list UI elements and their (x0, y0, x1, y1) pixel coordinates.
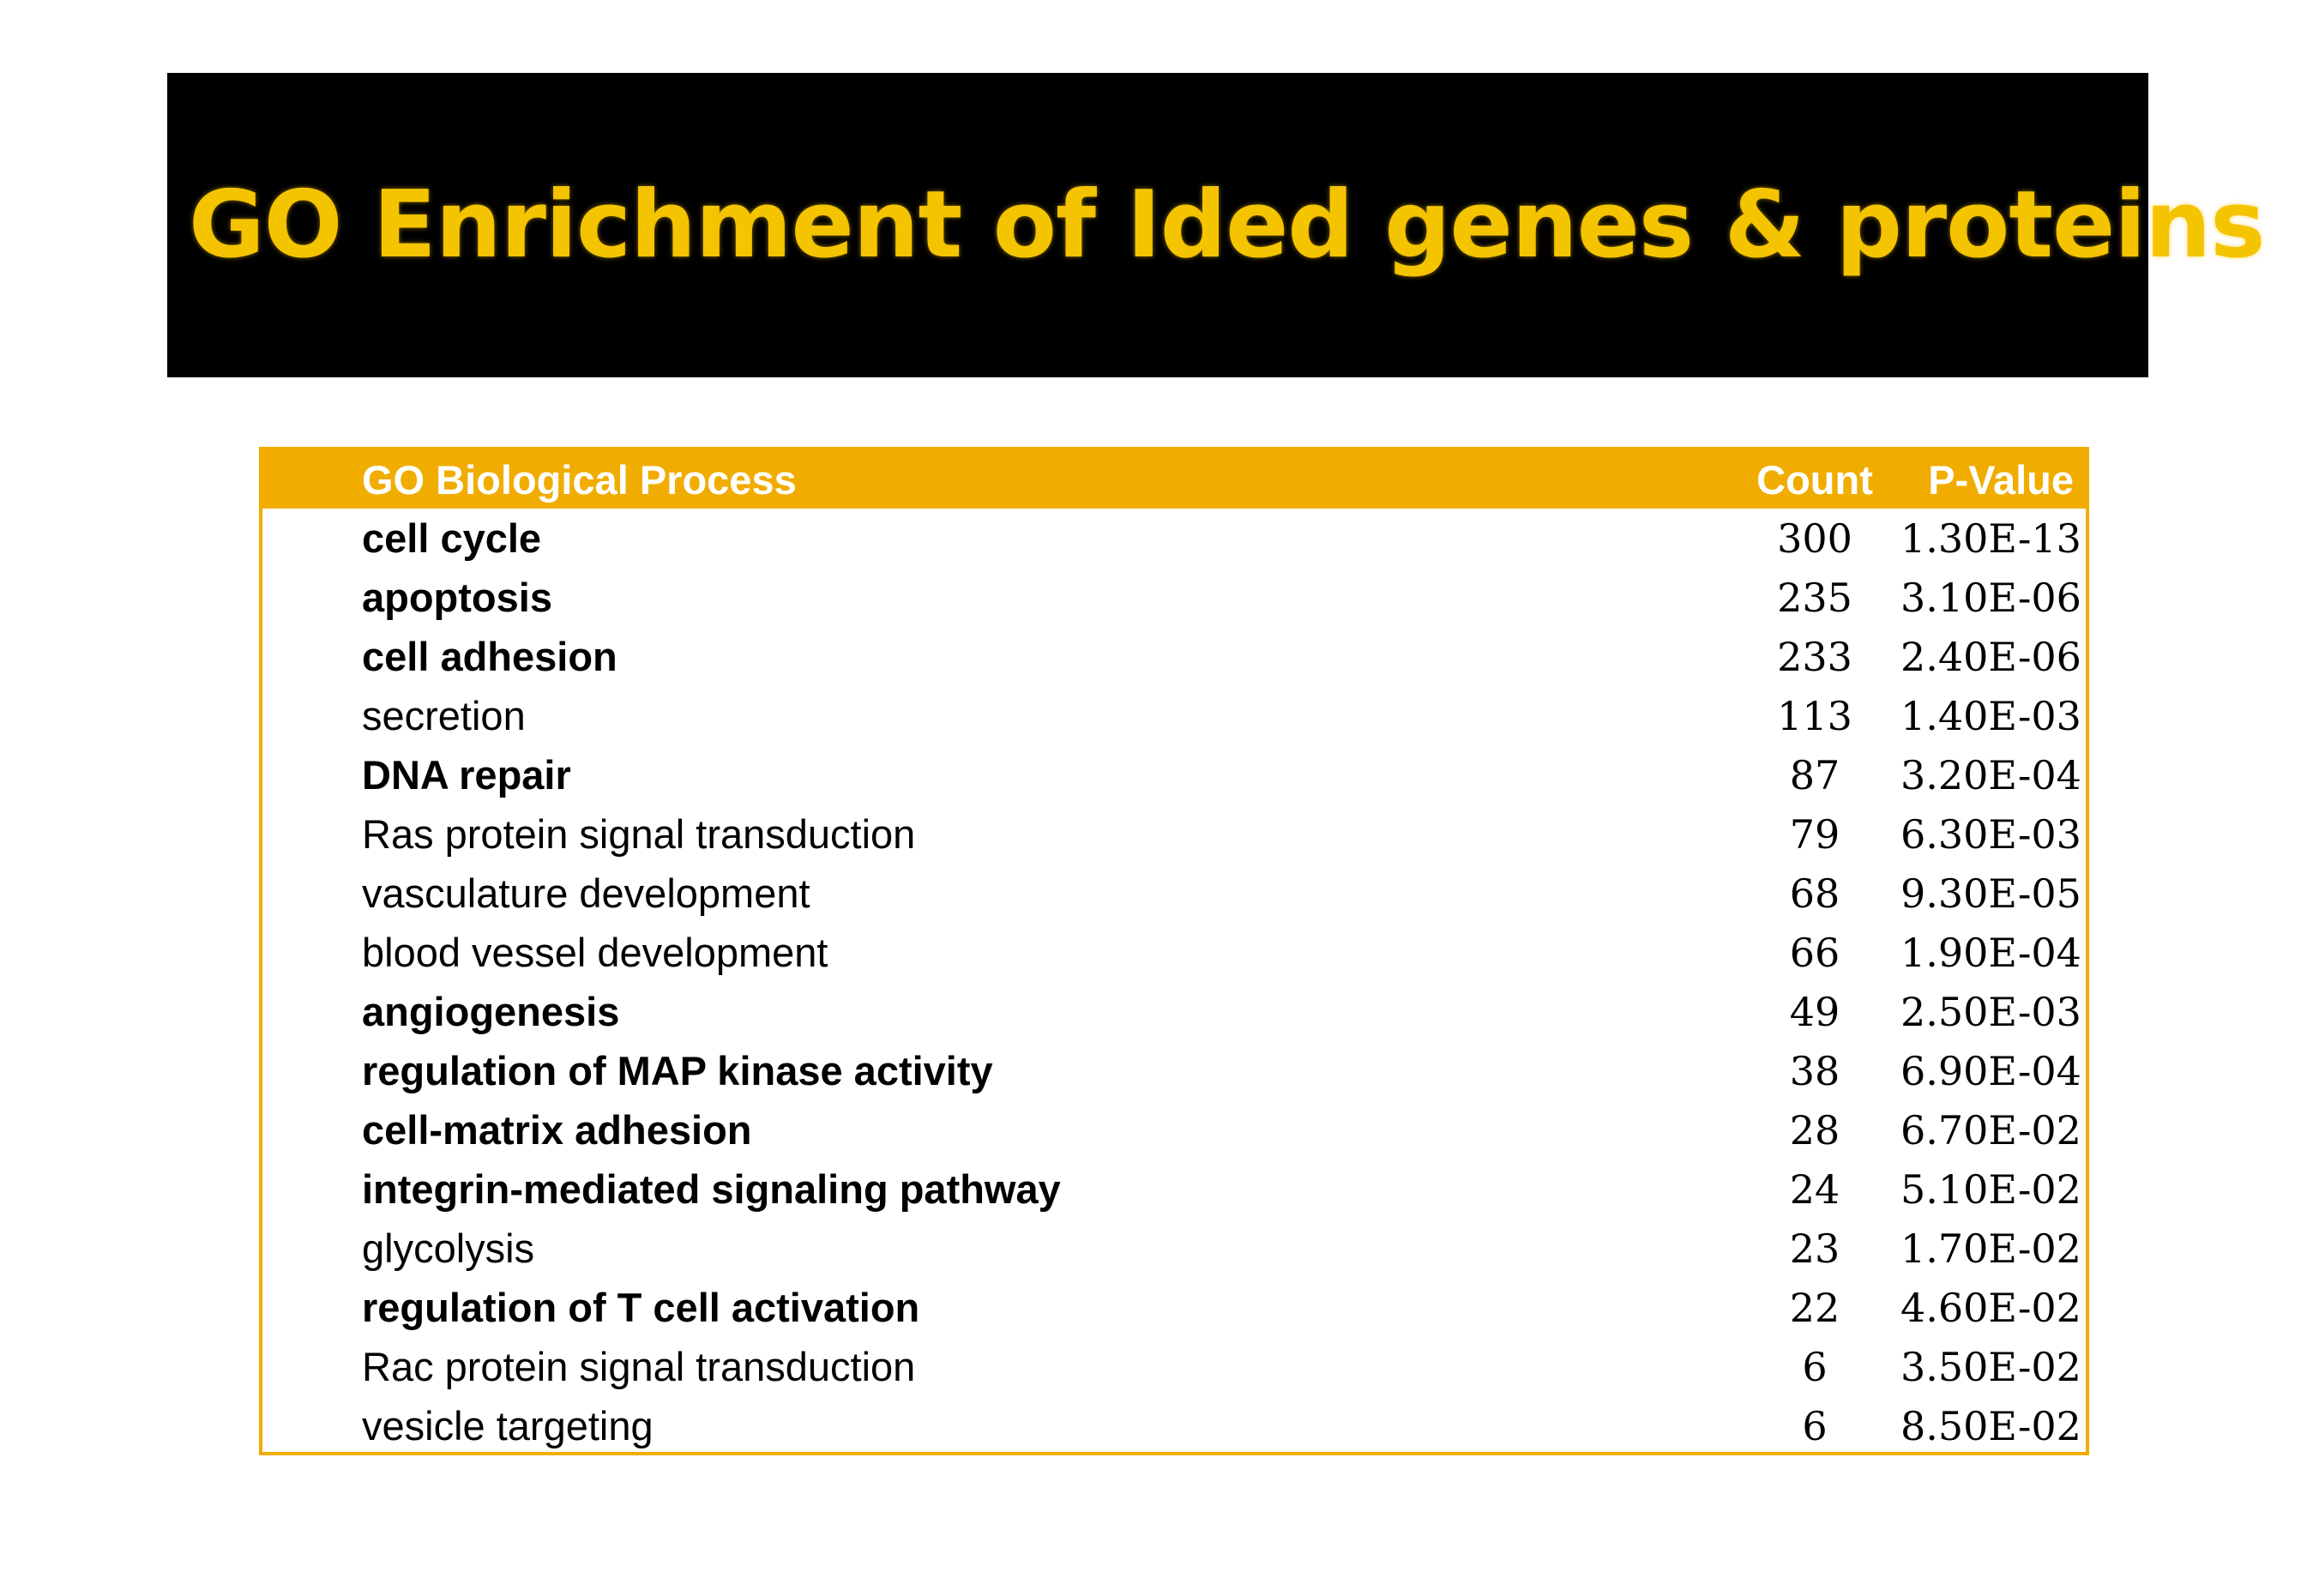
table-row: cell cycle 300 1.30E-13 (262, 509, 2086, 568)
pvalue-cell: 2.50E-03 (1900, 988, 2081, 1035)
table-row: blood vessel development 66 1.90E-04 (262, 923, 2086, 982)
pvalue-cell: 3.20E-04 (1900, 751, 2081, 798)
table-row: secretion 113 1.40E-03 (262, 686, 2086, 745)
go-table: GO Biological Process Count P-Value cell… (262, 450, 2086, 1455)
process-cell: cell cycle (362, 515, 542, 561)
count-cell: 87 (1789, 751, 1840, 798)
count-cell: 6 (1802, 1402, 1828, 1449)
count-cell: 68 (1789, 870, 1840, 917)
count-cell: 300 (1777, 515, 1852, 562)
process-cell: vesicle targeting (362, 1403, 654, 1448)
process-cell: secretion (362, 693, 526, 738)
process-cell: angiogenesis (362, 989, 620, 1034)
count-cell: 28 (1789, 1106, 1840, 1153)
count-cell: 22 (1789, 1284, 1840, 1331)
count-cell: 49 (1789, 988, 1840, 1035)
pvalue-cell: 1.70E-02 (1900, 1225, 2081, 1272)
pvalue-cell: 8.50E-02 (1900, 1402, 2081, 1449)
pvalue-cell: 2.40E-06 (1900, 633, 2081, 680)
table-row: glycolysis 23 1.70E-02 (262, 1219, 2086, 1278)
title-banner: GO Enrichment of Ided genes & proteins (167, 73, 2265, 377)
table-row: angiogenesis 49 2.50E-03 (262, 982, 2086, 1041)
pvalue-cell: 6.70E-02 (1900, 1106, 2081, 1153)
process-cell: cell adhesion (362, 634, 617, 679)
table-row: vasculature development 68 9.30E-05 (262, 864, 2086, 923)
table-row: DNA repair 87 3.20E-04 (262, 745, 2086, 804)
pvalue-cell: 4.60E-02 (1900, 1284, 2081, 1331)
table-row: cell adhesion 233 2.40E-06 (262, 627, 2086, 686)
pvalue-cell: 3.10E-06 (1900, 574, 2081, 621)
process-cell: vasculature development (362, 870, 810, 916)
count-cell: 6 (1802, 1343, 1828, 1390)
count-cell: 66 (1789, 929, 1840, 976)
table-row: integrin-mediated signaling pathway 24 5.1… (262, 1159, 2086, 1219)
pvalue-cell: 9.30E-05 (1900, 870, 2081, 917)
count-cell: 23 (1789, 1225, 1840, 1272)
pvalue-cell: 1.30E-13 (1900, 515, 2081, 562)
count-cell: 38 (1789, 1047, 1840, 1094)
table-row: regulation of T cell activation 22 4.60E-0… (262, 1278, 2086, 1337)
process-cell: integrin-mediated signaling pathway (362, 1166, 1061, 1212)
table-row: cell-matrix adhesion 28 6.70E-02 (262, 1100, 2086, 1159)
process-cell: blood vessel development (362, 930, 828, 975)
table-row: Rac protein signal transduction 6 3.50E-02 (262, 1337, 2086, 1396)
table-body: cell cycle 300 1.30E-13 apoptosis 235 3.10E-0… (262, 509, 2086, 1455)
process-cell: DNA repair (362, 752, 571, 798)
process-cell: Ras protein signal transduction (362, 811, 916, 857)
count-cell: 233 (1777, 633, 1852, 680)
table-row: apoptosis 235 3.10E-06 (262, 568, 2086, 627)
process-cell: Rac protein signal transduction (362, 1344, 916, 1389)
pvalue-cell: 6.30E-03 (1900, 810, 2081, 858)
table-row: vesicle targeting 6 8.50E-02 (262, 1396, 2086, 1455)
process-cell: regulation of T cell activation (362, 1285, 920, 1330)
header-row: GO Biological Process Count P-Value (262, 450, 2086, 509)
go-enrichment-table: GO Biological Process Count P-Value cell… (259, 447, 2089, 1455)
slide-title: GO Enrichment of Ided genes & proteins (189, 172, 2265, 279)
count-cell: 113 (1777, 692, 1852, 739)
pvalue-cell: 6.90E-04 (1900, 1047, 2081, 1094)
process-cell: glycolysis (362, 1226, 535, 1271)
count-cell: 235 (1777, 574, 1852, 621)
header-process: GO Biological Process (362, 456, 797, 503)
pvalue-cell: 1.90E-04 (1900, 929, 2081, 976)
pvalue-cell: 3.50E-02 (1900, 1343, 2081, 1390)
table-row: regulation of MAP kinase activity 38 6.90E… (262, 1041, 2086, 1100)
pvalue-cell: 5.10E-02 (1900, 1165, 2081, 1213)
header-count: Count (1756, 456, 1873, 503)
process-cell: regulation of MAP kinase activity (362, 1048, 993, 1093)
table-row: Ras protein signal transduction 79 6.30E-0… (262, 804, 2086, 864)
count-cell: 24 (1789, 1165, 1840, 1213)
pvalue-cell: 1.40E-03 (1900, 692, 2081, 739)
process-cell: cell-matrix adhesion (362, 1107, 752, 1153)
count-cell: 79 (1789, 810, 1840, 858)
process-cell: apoptosis (362, 575, 552, 620)
header-pvalue: P-Value (1928, 456, 2074, 503)
table-header: GO Biological Process Count P-Value (262, 450, 2086, 509)
